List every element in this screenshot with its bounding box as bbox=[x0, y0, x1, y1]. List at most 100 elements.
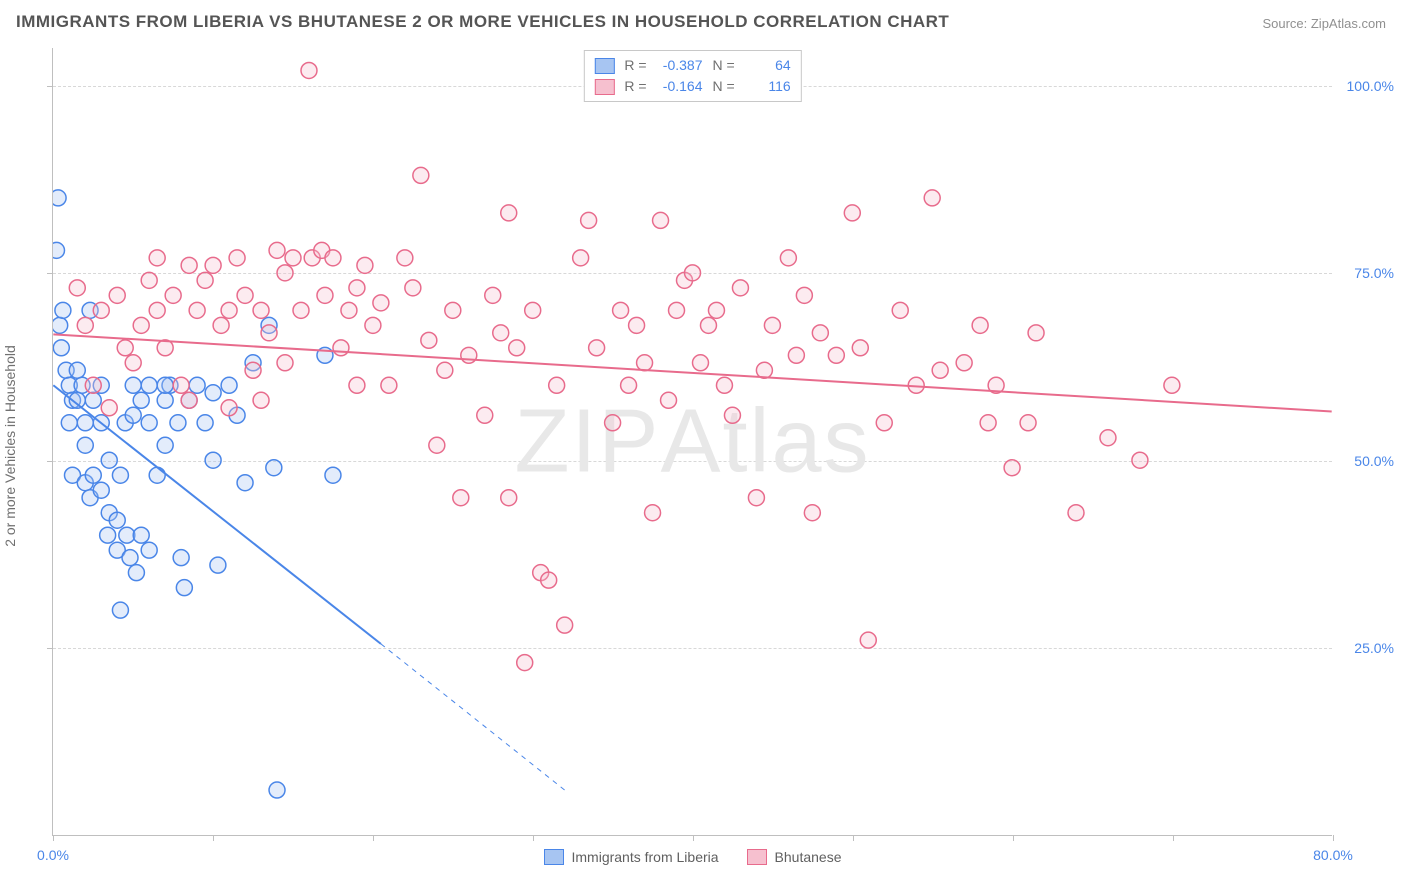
data-point bbox=[429, 437, 445, 453]
x-tick bbox=[213, 835, 214, 841]
data-point bbox=[237, 287, 253, 303]
data-point bbox=[756, 362, 772, 378]
data-point bbox=[541, 572, 557, 588]
data-point bbox=[205, 385, 221, 401]
r-label: R = bbox=[624, 55, 646, 76]
data-point bbox=[381, 377, 397, 393]
data-point bbox=[176, 580, 192, 596]
data-point bbox=[149, 250, 165, 266]
data-point bbox=[493, 325, 509, 341]
data-point bbox=[796, 287, 812, 303]
data-point bbox=[724, 407, 740, 423]
data-point bbox=[112, 602, 128, 618]
data-point bbox=[780, 250, 796, 266]
data-point bbox=[69, 280, 85, 296]
data-point bbox=[852, 340, 868, 356]
legend-swatch-bhutanese bbox=[594, 79, 614, 95]
data-point bbox=[764, 317, 780, 333]
data-point bbox=[485, 287, 501, 303]
data-point bbox=[100, 527, 116, 543]
y-tick-label: 75.0% bbox=[1354, 265, 1394, 281]
data-point bbox=[173, 550, 189, 566]
data-point bbox=[421, 332, 437, 348]
data-point bbox=[149, 467, 165, 483]
data-point bbox=[77, 317, 93, 333]
data-point bbox=[205, 257, 221, 273]
data-point bbox=[325, 250, 341, 266]
data-point bbox=[477, 407, 493, 423]
data-point bbox=[645, 505, 661, 521]
data-point bbox=[605, 415, 621, 431]
correlation-legend: R = -0.387 N = 64 R = -0.164 N = 116 bbox=[583, 50, 801, 102]
data-point bbox=[125, 355, 141, 371]
x-tick bbox=[533, 835, 534, 841]
data-point bbox=[53, 340, 69, 356]
data-point bbox=[221, 400, 237, 416]
series-legend: Immigrants from Liberia Bhutanese bbox=[544, 849, 842, 865]
data-point bbox=[93, 482, 109, 498]
data-point bbox=[980, 415, 996, 431]
correlation-row-bhutanese: R = -0.164 N = 116 bbox=[594, 76, 790, 97]
y-tick-label: 25.0% bbox=[1354, 640, 1394, 656]
data-point bbox=[693, 355, 709, 371]
data-point bbox=[708, 302, 724, 318]
data-point bbox=[157, 377, 173, 393]
data-point bbox=[122, 550, 138, 566]
data-point bbox=[1004, 460, 1020, 476]
data-point bbox=[876, 415, 892, 431]
data-point bbox=[266, 460, 282, 476]
data-point bbox=[828, 347, 844, 363]
data-point bbox=[812, 325, 828, 341]
x-tick-label: 80.0% bbox=[1313, 847, 1353, 863]
legend-label-bhutanese: Bhutanese bbox=[775, 849, 842, 865]
data-point bbox=[109, 512, 125, 528]
data-point bbox=[85, 467, 101, 483]
data-point bbox=[629, 317, 645, 333]
data-point bbox=[133, 317, 149, 333]
data-point bbox=[932, 362, 948, 378]
x-tick bbox=[1013, 835, 1014, 841]
trend-line-extrapolated bbox=[381, 644, 565, 790]
data-point bbox=[844, 205, 860, 221]
legend-label-liberia: Immigrants from Liberia bbox=[572, 849, 719, 865]
data-point bbox=[413, 167, 429, 183]
data-point bbox=[77, 437, 93, 453]
data-point bbox=[125, 377, 141, 393]
y-tick-label: 50.0% bbox=[1354, 453, 1394, 469]
data-point bbox=[237, 475, 253, 491]
x-tick bbox=[373, 835, 374, 841]
r-label: R = bbox=[624, 76, 646, 97]
legend-item-liberia: Immigrants from Liberia bbox=[544, 849, 719, 865]
data-point bbox=[277, 355, 293, 371]
data-point bbox=[133, 527, 149, 543]
legend-item-bhutanese: Bhutanese bbox=[747, 849, 842, 865]
data-point bbox=[1028, 325, 1044, 341]
data-point bbox=[221, 302, 237, 318]
data-point bbox=[301, 62, 317, 78]
data-point bbox=[621, 377, 637, 393]
data-point bbox=[205, 452, 221, 468]
data-point bbox=[509, 340, 525, 356]
legend-swatch-bhutanese-icon bbox=[747, 849, 767, 865]
data-point bbox=[333, 340, 349, 356]
data-point bbox=[157, 392, 173, 408]
data-point bbox=[892, 302, 908, 318]
data-point bbox=[277, 265, 293, 281]
data-point bbox=[501, 490, 517, 506]
data-point bbox=[405, 280, 421, 296]
data-point bbox=[117, 340, 133, 356]
data-point bbox=[213, 317, 229, 333]
data-point bbox=[119, 527, 135, 543]
data-point bbox=[613, 302, 629, 318]
data-point bbox=[149, 302, 165, 318]
data-point bbox=[112, 467, 128, 483]
correlation-row-liberia: R = -0.387 N = 64 bbox=[594, 55, 790, 76]
data-point bbox=[181, 392, 197, 408]
data-point bbox=[365, 317, 381, 333]
data-point bbox=[157, 437, 173, 453]
data-point bbox=[101, 452, 117, 468]
chart-plot-area: ZIPAtlas R = -0.387 N = 64 R = -0.164 N … bbox=[52, 48, 1332, 836]
data-point bbox=[637, 355, 653, 371]
data-point bbox=[197, 272, 213, 288]
r-value-liberia: -0.387 bbox=[653, 55, 703, 76]
